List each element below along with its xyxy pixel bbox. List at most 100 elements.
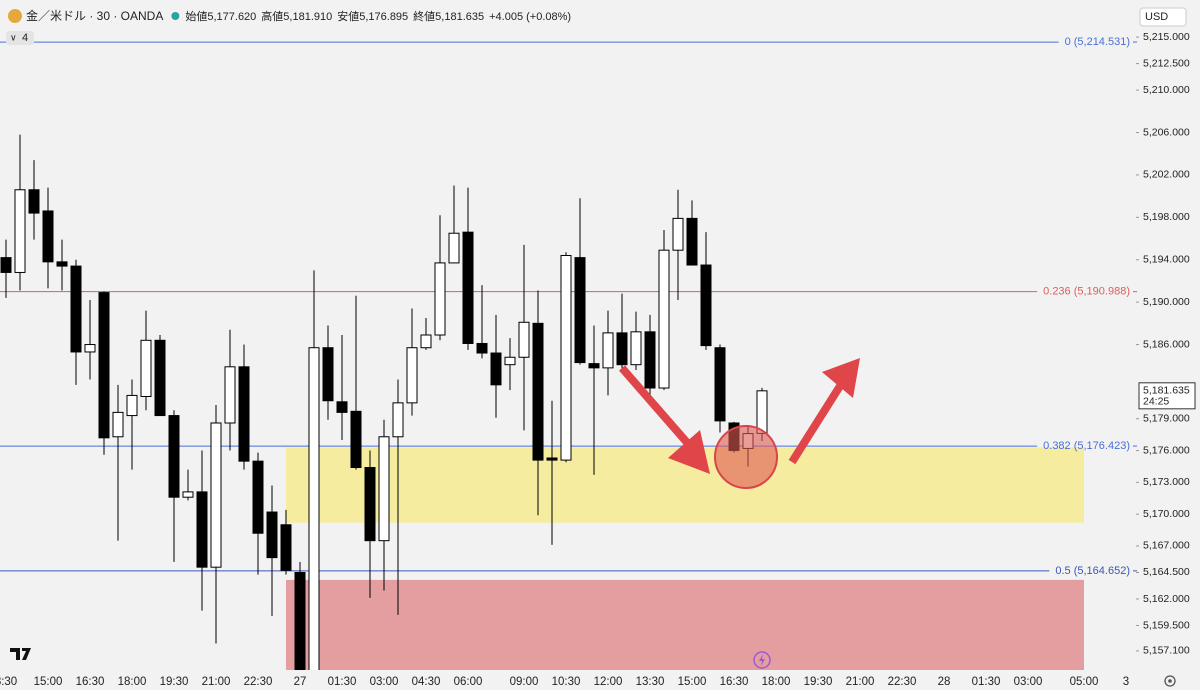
candle-body [56,261,68,267]
x-tick-label: 12:00 [594,676,623,688]
y-tick-label: 5,212.500 [1143,57,1190,69]
arrow-up [788,383,844,465]
y-tick-label: 5,173.000 [1143,476,1190,488]
x-tick-label: 27 [294,676,307,688]
price-tag-countdown: 24:25 [1143,396,1169,408]
time-axis: 3:30 15:00 16:30 18:00 19:30 21:00 22:30 27 01:3… [0,676,1129,688]
candle-body [714,347,726,422]
settings-icon[interactable] [1164,675,1176,687]
y-tick-label: 5,157.100 [1143,645,1190,657]
price-tag [1138,382,1196,410]
candle-body [462,231,474,344]
y-tick-label: 5,198.000 [1143,211,1190,223]
settings-dot [1168,679,1172,683]
candle-body [336,401,348,413]
candle-body [518,321,530,358]
candle-body [42,210,54,263]
candle-body [0,257,12,273]
x-tick-label: 01:30 [328,676,357,688]
candle-body [28,189,40,214]
fib-label: 0 (5,214.531) [1065,36,1130,48]
x-tick-label: 06:00 [454,676,483,688]
y-tick-label: 5,202.000 [1143,169,1190,181]
y-tick-label: 5,167.000 [1143,540,1190,552]
symbol-title[interactable]: 金／米ドル · 30 · OANDA [26,8,163,23]
candle-body [406,347,418,404]
x-tick-label: 3:30 [0,676,17,688]
header-stat: 安値5,176.895 [337,9,408,23]
x-tick-label: 09:00 [510,676,539,688]
candle-body [616,332,628,366]
y-tick-label: 5,190.000 [1143,296,1190,308]
currency: USD [1145,11,1168,23]
events-bolt [759,654,765,666]
candle-body [112,411,124,438]
x-tick-label: 3 [1123,676,1129,688]
currency-button[interactable] [1139,7,1187,27]
candle-body [210,422,222,568]
fib-label: 0.236 (5,190.988) [1043,286,1130,298]
candle-body [392,402,404,438]
candle-body [700,264,712,347]
candle-body [126,394,138,417]
candle-body [560,254,572,461]
y-tick-label: 5,179.000 [1143,413,1190,425]
indicator-toggle[interactable] [6,31,34,45]
plot-area [0,41,1084,670]
indicator-count: 4 [22,32,28,44]
candle-body [602,332,614,369]
candle-body [350,410,362,469]
candle-body [532,322,544,461]
x-tick-label: 18:00 [762,676,791,688]
y-tick-label: 5,206.000 [1143,126,1190,138]
y-tick-label: 5,194.000 [1143,254,1190,266]
candle-body [238,366,250,462]
y-tick-label: 5,176.000 [1143,444,1190,456]
candle-body [70,265,82,353]
y-tick-label: 5,164.500 [1143,566,1190,578]
x-tick-label: 03:00 [1014,676,1043,688]
header-bar [0,0,1136,30]
fib-label: 0.382 (5,176.423) [1043,440,1130,452]
candle-body [154,339,166,417]
x-tick-label: 10:30 [552,676,581,688]
candle-body [574,257,586,364]
header-stat: 高値5,181.910 [261,9,332,23]
y-tick-label: 5,210.000 [1143,84,1190,96]
candle-body [168,415,180,498]
x-tick-label: 19:30 [160,676,189,688]
candle-body [448,232,460,264]
x-tick-label: 15:00 [678,676,707,688]
candle-body [84,344,96,353]
candle-body [196,491,208,568]
header-stat: 終値5,181.635 [413,9,484,23]
candle-body [588,363,600,369]
header-stat: +4.005 (+0.08%) [489,11,571,23]
header-stat: 始値5,177.620 [185,9,256,23]
market-status [171,12,180,20]
candle-body [476,342,488,354]
price-axis: 5,215.000 5,212.500 5,210.000 5,206.000 5,20… [1136,31,1196,657]
arrow-down [618,365,694,449]
candle-body [672,217,684,251]
arrow-head [668,430,710,474]
candle-body [182,491,194,498]
x-tick-label: 22:30 [244,676,273,688]
x-tick-label: 19:30 [804,676,833,688]
y-tick-label: 5,186.000 [1143,338,1190,350]
x-tick-label: 05:00 [1070,676,1099,688]
candle-body [322,347,334,402]
candle-body [266,511,278,559]
candle-body [294,571,306,670]
arrow-head [822,358,860,398]
zone [286,579,1084,670]
candle-body [98,292,110,439]
x-tick-label: 04:30 [412,676,441,688]
candle-body [308,347,320,670]
y-tick-label: 5,162.000 [1143,593,1190,605]
candle-body [224,366,236,424]
fib-label: 0.5 (5,164.652) [1055,565,1130,577]
events-icon[interactable] [753,651,771,669]
